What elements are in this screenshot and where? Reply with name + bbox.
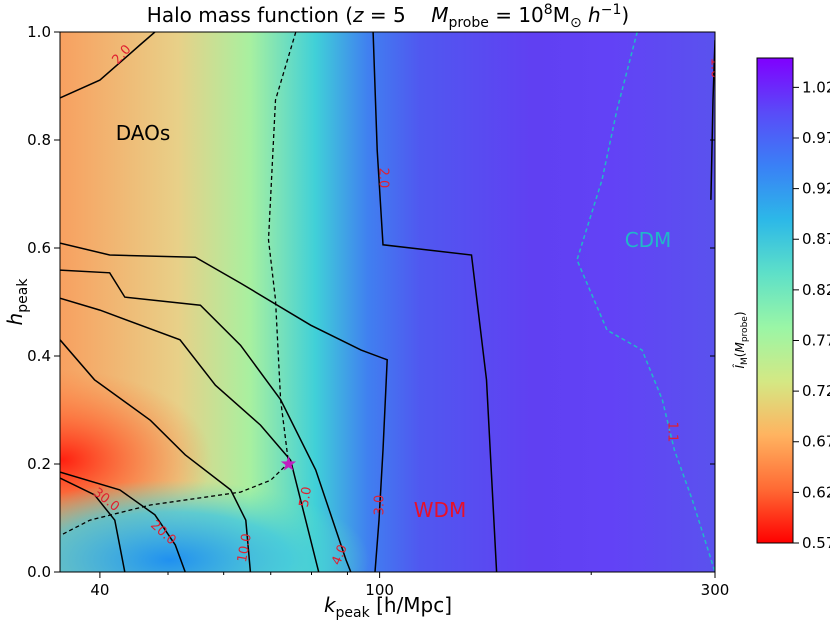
field [60,32,715,572]
x-tick-label: 300 [701,581,730,599]
colorbar-tick-label: 0.92 [802,180,830,198]
contour-label: 10.0 [235,532,255,563]
contour-label: 1.0 [708,58,723,79]
colorbar-tick-label: 1.02 [802,78,830,96]
x-tick-label: 40 [90,581,109,599]
y-axis-label: hpeak [3,278,31,326]
colorbar-tick-label: 0.72 [802,382,830,400]
contours: 2.02.03.04.05.010.020.030.01.11.0 [60,32,723,572]
y-tick-label: 0.6 [27,239,51,257]
colorbar [756,57,794,544]
colorbar-tick-label: 0.97 [802,129,830,147]
y-tick-label: 0.2 [27,455,51,473]
contour-label: 4.0 [329,543,351,568]
plot-frame [59,31,716,573]
contour-line [60,32,156,99]
contour-line [60,471,186,572]
colorbar-tick-label: 0.57 [802,534,830,552]
x-tick-label: 100 [365,581,394,599]
y-tick-label: 1.0 [27,23,51,41]
y-tick-label: 0.0 [27,563,51,581]
colorbar-tick-label: 0.82 [802,281,830,299]
contour-line [60,297,320,572]
annotation: CDM [625,228,672,252]
star-marker [280,456,297,471]
colorbar-tick-label: 0.67 [802,433,830,451]
colorbar-tick-label: 0.87 [802,230,830,248]
x-axis-label: kpeak [h/Mpc] [324,593,452,621]
y-tick-label: 0.8 [27,131,51,149]
contour-label: 2.0 [376,168,391,189]
colorbar-label: ÎM(Mprobe) [732,311,750,368]
contour-line [60,269,352,572]
contour-line [60,242,388,572]
contour-line [60,339,252,572]
contour-label: 3.0 [373,495,388,516]
contour-line [710,40,715,200]
contour-line [60,477,126,572]
contour-line [576,32,715,572]
colorbar-tick-label: 0.77 [802,331,830,349]
annotation: DAOs [116,121,171,145]
contour-label: 1.1 [665,422,680,443]
chart-title: Halo mass function (z = 5 Mprobe = 108M⊙… [147,2,629,31]
annotation: WDM [414,498,466,522]
colorbar-tick-label: 0.62 [802,483,830,501]
contour-label: 5.0 [297,486,315,509]
contour-line [372,32,498,572]
y-tick-label: 0.4 [27,347,51,365]
